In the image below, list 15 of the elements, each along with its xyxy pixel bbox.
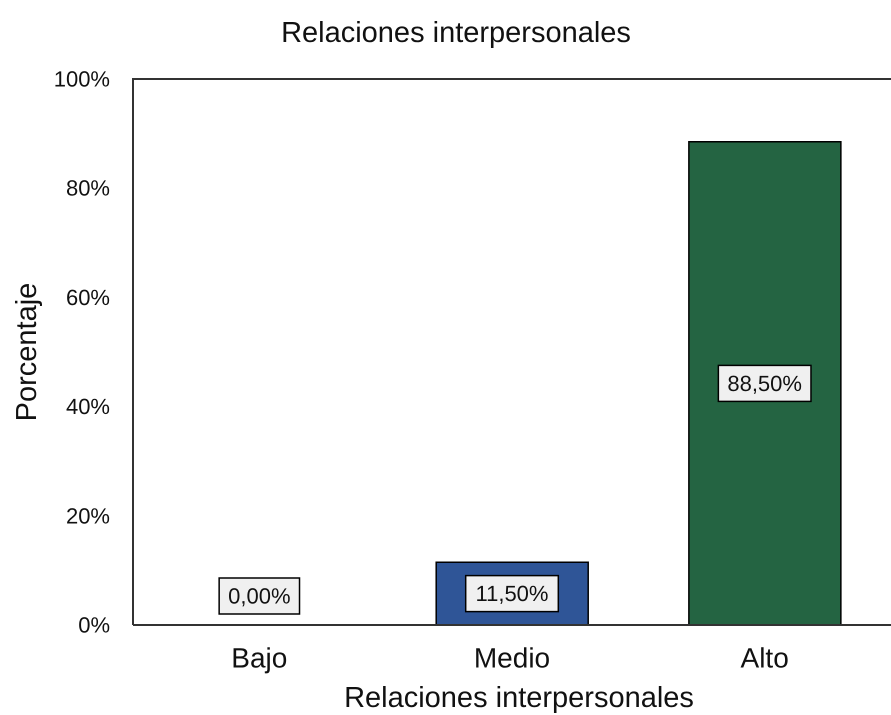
x-tick-label: Alto <box>740 642 789 674</box>
y-tick-label: 100% <box>54 66 110 92</box>
x-tick-label: Medio <box>474 642 550 674</box>
y-tick-label: 0% <box>78 612 110 638</box>
data-label: 0,00% <box>228 584 291 608</box>
data-label: 11,50% <box>476 581 548 606</box>
y-tick-label: 20% <box>66 503 110 528</box>
y-axis-title: Porcentaje <box>11 282 43 422</box>
y-tick-label: 60% <box>66 284 110 310</box>
y-tick-label: 40% <box>66 394 110 420</box>
x-axis-title: Relaciones interpersonales <box>343 682 695 714</box>
y-tick-label: 80% <box>66 176 110 201</box>
chart-title: Relaciones interpersonales <box>280 17 632 49</box>
x-tick-label: Bajo <box>231 642 288 674</box>
data-label: 88,50% <box>727 370 802 396</box>
